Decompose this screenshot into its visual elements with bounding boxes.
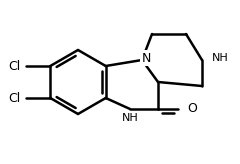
Text: N: N	[141, 51, 151, 64]
Text: Cl: Cl	[8, 60, 20, 72]
Text: NH: NH	[122, 113, 138, 123]
Text: O: O	[187, 102, 197, 115]
Text: NH: NH	[212, 53, 229, 63]
Text: Cl: Cl	[8, 92, 20, 104]
